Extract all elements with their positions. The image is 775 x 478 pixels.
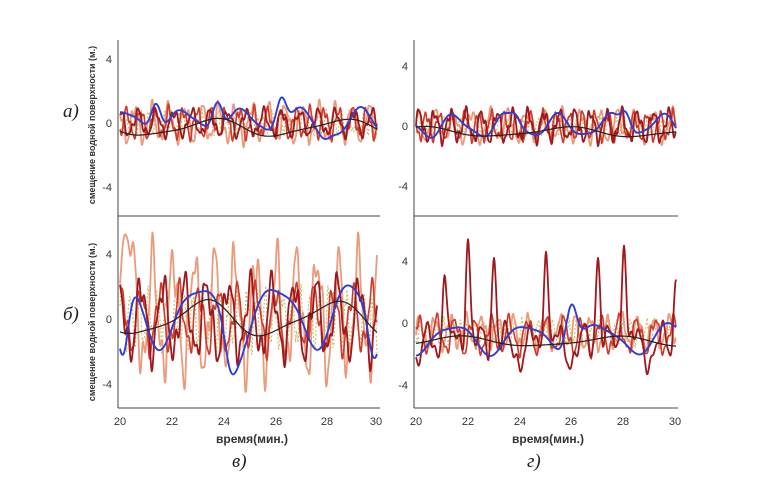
x-tick: 30 (669, 416, 681, 428)
series-black (415, 125, 677, 138)
series-salmon (119, 98, 378, 149)
series-black (119, 299, 378, 337)
panel-bottom-right (415, 238, 677, 375)
y-tick: 0 (402, 318, 408, 330)
y-tick: -4 (398, 380, 408, 392)
series-black (415, 335, 676, 347)
col-label-v: в) (232, 451, 247, 472)
series-olive-dotted (119, 282, 378, 355)
x-tick: 20 (114, 416, 126, 428)
y-tick: 4 (106, 249, 112, 261)
panel-bottom-left (119, 231, 378, 393)
y-tick: -4 (398, 181, 408, 193)
x-tick: 28 (617, 416, 629, 428)
y-tick: 4 (106, 54, 112, 66)
y-tick: -4 (102, 379, 112, 391)
x-tick: 26 (270, 416, 282, 428)
y-ticks-top-left: 4 0 -4 (102, 54, 112, 194)
x-tick: 20 (410, 416, 422, 428)
x-ticks-left: 20 22 24 26 28 30 (114, 416, 382, 428)
x-tick: 30 (370, 416, 382, 428)
y-tick: 0 (402, 121, 408, 133)
x-tick: 22 (166, 416, 178, 428)
y-tick: 0 (106, 118, 112, 130)
x-tick: 26 (565, 416, 577, 428)
axes (117, 40, 678, 409)
y-axis-title-top: смещение водной поверхности (м.) (87, 46, 97, 204)
series-dark-red (415, 238, 677, 375)
col-label-g: г) (527, 451, 541, 472)
panel-top-left (119, 96, 378, 149)
series-blue (415, 110, 677, 139)
y-tick: 4 (402, 61, 408, 73)
x-tick: 22 (462, 416, 474, 428)
row-label-b: б) (63, 304, 79, 325)
x-ticks-right: 20 22 24 26 28 30 (410, 416, 681, 428)
series-red (415, 107, 677, 145)
x-axis-title-left: время(мин.) (216, 432, 288, 446)
series-black (119, 117, 378, 137)
x-tick: 24 (218, 416, 230, 428)
x-tick: 24 (514, 416, 526, 428)
series-red (415, 312, 677, 360)
panel-top-right (415, 105, 677, 148)
x-axis-title-right: время(мин.) (512, 432, 584, 446)
series-blue (119, 96, 378, 140)
y-ticks-bottom-right: 4 0 -4 (398, 256, 408, 392)
y-tick: 4 (402, 256, 408, 268)
y-tick: -4 (102, 182, 112, 194)
y-ticks-bottom-left: 4 0 -4 (102, 249, 112, 391)
x-tick: 28 (321, 416, 333, 428)
y-ticks-top-right: 4 0 -4 (398, 61, 408, 193)
y-tick: 0 (106, 314, 112, 326)
series-dark-red (119, 268, 378, 373)
series-blue (415, 303, 677, 357)
row-label-a: а) (63, 101, 79, 122)
y-axis-title-bottom: смещение водной поверхности (м.) (87, 243, 97, 401)
series-blue (119, 284, 378, 376)
